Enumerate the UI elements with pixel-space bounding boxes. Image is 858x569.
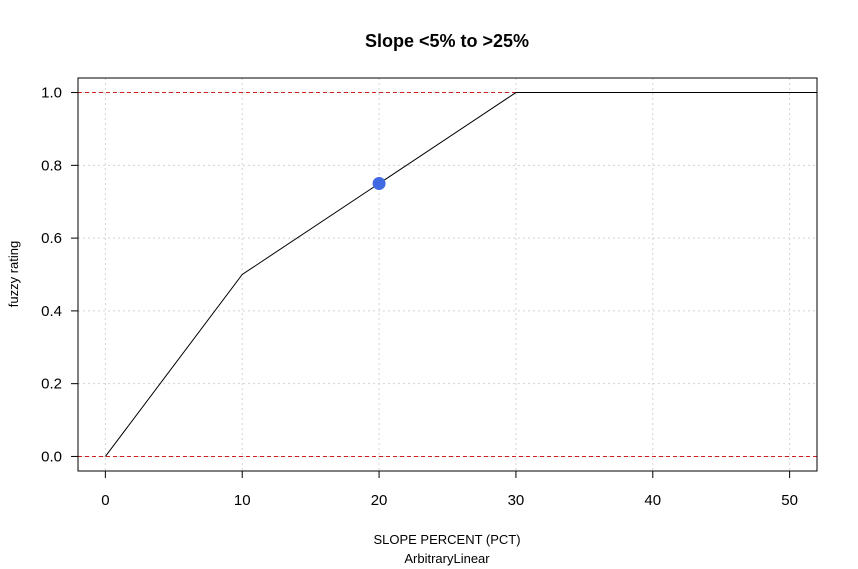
x-axis-label: SLOPE PERCENT (PCT) <box>373 532 520 547</box>
x-tick-label: 0 <box>101 492 109 509</box>
y-tick-label: 0.6 <box>41 230 62 247</box>
y-tick-label: 0.0 <box>41 448 62 465</box>
y-tick-label: 0.2 <box>41 376 62 393</box>
series-line <box>104 92 817 457</box>
y-tick-label: 1.0 <box>41 85 62 102</box>
y-tick-label: 0.8 <box>41 157 62 174</box>
x-axis-sublabel: ArbitraryLinear <box>404 551 490 566</box>
x-tick-label: 50 <box>781 492 798 509</box>
highlight-point <box>372 177 386 191</box>
x-tick-label: 10 <box>234 492 251 509</box>
chart-title: Slope <5% to >25% <box>365 31 529 51</box>
grid <box>78 78 817 471</box>
x-tick-label: 40 <box>644 492 661 509</box>
plot-frame <box>77 77 818 472</box>
reference-lines <box>78 92 817 457</box>
y-axis: 0.0 0.2 0.4 0.6 0.8 1.0 <box>41 85 78 465</box>
highlight <box>372 177 386 191</box>
x-tick-label: 30 <box>508 492 525 509</box>
y-tick-label: 0.4 <box>41 303 62 320</box>
x-tick-label: 20 <box>371 492 388 509</box>
series <box>104 92 817 457</box>
x-axis: 0 10 20 30 40 50 <box>101 471 798 509</box>
y-axis-label: fuzzy rating <box>6 241 21 307</box>
